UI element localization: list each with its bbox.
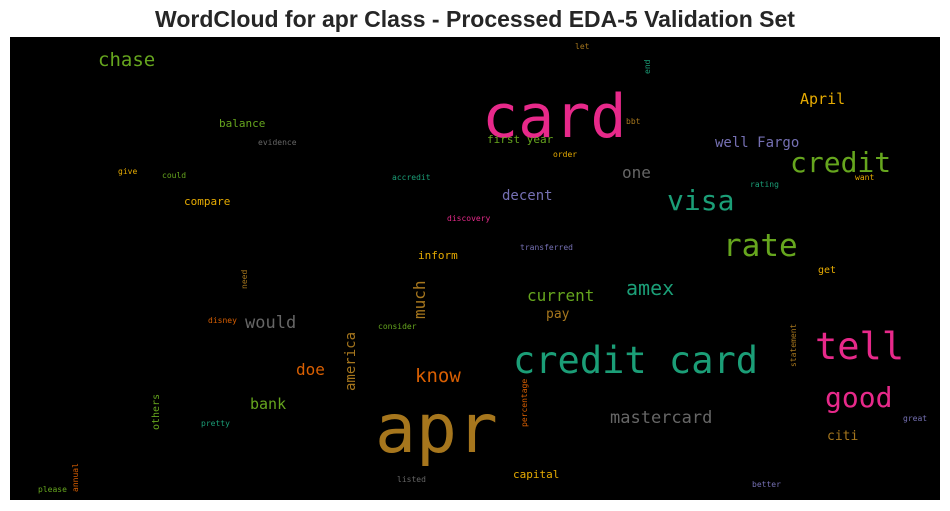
word-need: need <box>240 270 249 289</box>
word-great: great <box>903 414 927 423</box>
word-percentage: percentage <box>520 379 529 427</box>
word-bank: bank <box>250 395 286 413</box>
word-balance: balance <box>219 117 265 130</box>
word-would: would <box>245 313 296 333</box>
word-first-year: first year <box>487 133 554 146</box>
word-statement: statement <box>789 323 798 367</box>
wordcloud-svg: apr card credit card tell rate credit visa good… <box>38 42 927 494</box>
word-credit: credit <box>790 146 891 179</box>
word-better: better <box>752 480 781 489</box>
word-compare: compare <box>184 195 230 208</box>
word-visa: visa <box>667 184 734 217</box>
word-one: one <box>622 163 651 182</box>
word-inform: inform <box>418 249 458 262</box>
word-give: give <box>118 167 137 176</box>
word-listed: listed <box>397 475 426 484</box>
word-could: could <box>162 171 186 180</box>
word-rate: rate <box>723 228 798 264</box>
word-well-fargo: well Fargo <box>715 135 799 151</box>
wordcloud-canvas: apr card credit card tell rate credit visa good… <box>10 37 940 500</box>
word-april: April <box>800 90 845 108</box>
chart-title: WordCloud for apr Class - Processed EDA-… <box>155 6 795 32</box>
word-please: please <box>38 485 67 494</box>
word-credit-card: credit card <box>513 339 758 382</box>
word-current: current <box>527 286 594 305</box>
word-annual: annual <box>71 463 80 492</box>
word-others: others <box>151 394 162 430</box>
word-bbt: bbt <box>626 117 641 126</box>
word-citi: citi <box>827 429 858 444</box>
word-rating: rating <box>750 180 779 189</box>
word-disney: disney <box>208 316 237 325</box>
word-pretty: pretty <box>201 419 230 428</box>
word-order: order <box>553 150 577 159</box>
word-accredit: accredit <box>392 173 431 182</box>
word-consider: consider <box>378 322 417 331</box>
word-chase: chase <box>98 49 155 71</box>
word-much: much <box>410 280 429 319</box>
word-end: end <box>643 59 652 74</box>
word-pay: pay <box>546 307 570 322</box>
word-card: card <box>482 82 627 152</box>
word-mastercard: mastercard <box>610 408 712 428</box>
word-know: know <box>415 365 461 387</box>
word-amex: amex <box>626 276 674 300</box>
word-decent: decent <box>502 188 553 204</box>
word-transferred: transferred <box>520 243 573 252</box>
word-tell: tell <box>815 325 904 368</box>
word-want: want <box>855 173 874 182</box>
word-let: let <box>575 42 590 51</box>
word-doe: doe <box>296 360 325 379</box>
word-discovery: discovery <box>447 214 491 223</box>
word-good: good <box>825 381 892 414</box>
word-america: america <box>343 332 359 391</box>
word-get: get <box>818 265 836 276</box>
word-evidence: evidence <box>258 138 297 147</box>
word-apr: apr <box>375 390 498 469</box>
word-capital: capital <box>513 468 559 481</box>
